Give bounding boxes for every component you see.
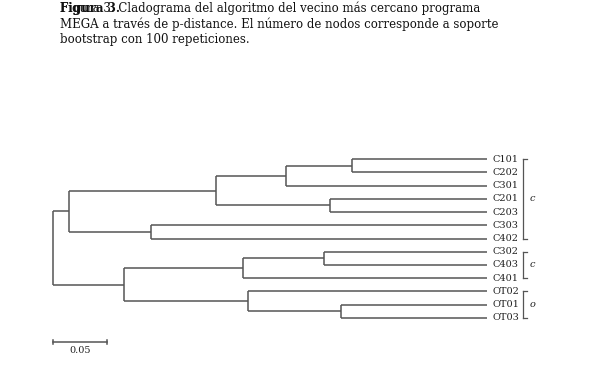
Text: C301: C301 — [493, 181, 519, 190]
Text: C303: C303 — [493, 221, 519, 230]
Text: C403: C403 — [493, 260, 519, 269]
Text: C401: C401 — [493, 274, 519, 283]
Text: C302: C302 — [493, 247, 519, 256]
Text: o: o — [530, 300, 536, 309]
Text: C402: C402 — [493, 234, 519, 243]
Text: Figura 3.: Figura 3. — [60, 2, 120, 15]
Text: C101: C101 — [493, 155, 519, 164]
Text: Figura 3. Cladograma del algoritmo del vecino más cercano programa
MEGA a través: Figura 3. Cladograma del algoritmo del v… — [60, 2, 499, 46]
Text: C201: C201 — [493, 194, 519, 203]
Text: C202: C202 — [493, 168, 519, 177]
Text: 0.05: 0.05 — [70, 346, 91, 356]
Text: OT02: OT02 — [493, 287, 520, 296]
Text: C203: C203 — [493, 208, 519, 216]
Text: OT01: OT01 — [493, 300, 520, 309]
Text: OT03: OT03 — [493, 313, 520, 322]
Text: c: c — [530, 194, 535, 203]
Text: c: c — [530, 260, 535, 269]
